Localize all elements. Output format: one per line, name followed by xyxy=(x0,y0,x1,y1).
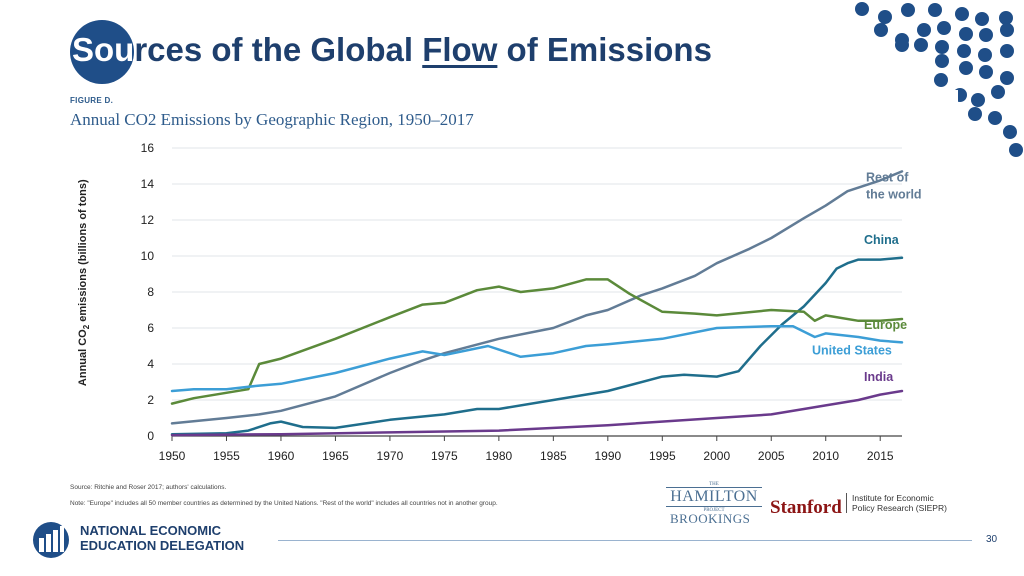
series-line xyxy=(170,256,904,436)
title-accent-circle xyxy=(70,20,134,84)
decorative-dot xyxy=(957,44,971,58)
decorative-dot xyxy=(935,54,949,68)
series-line xyxy=(170,278,904,405)
series-label: Europe xyxy=(864,318,907,332)
decorative-dot xyxy=(928,3,942,17)
series-label: the world xyxy=(866,187,922,201)
decorative-dot xyxy=(895,38,909,52)
decorative-dot xyxy=(968,107,982,121)
decorative-dot xyxy=(978,48,992,62)
y-tick-label: 2 xyxy=(147,393,154,407)
decorative-dot xyxy=(971,93,985,107)
x-tick-label: 2000 xyxy=(703,449,730,463)
figure-panel: 0 2 4 6 8 10 12 14 16 1950 1955 1960 1965 1970 1975 198… xyxy=(62,90,958,526)
decorative-dot xyxy=(979,28,993,42)
slide-title-part-1: Sou xyxy=(72,31,135,68)
y-tick-label: 4 xyxy=(147,357,154,371)
siepr-logo-text: Institute for Economic Policy Research (… xyxy=(846,493,947,513)
decorative-dot xyxy=(935,40,949,54)
x-tick-label: 2005 xyxy=(758,449,785,463)
x-tick-label: 2015 xyxy=(867,449,894,463)
series-label: Rest of xyxy=(866,170,909,184)
series-label: India xyxy=(864,370,894,384)
nee-line-1: NATIONAL ECONOMIC xyxy=(80,523,222,538)
x-tick-label: 1970 xyxy=(377,449,404,463)
brookings-logo: BROOKINGS xyxy=(670,511,751,526)
decorative-dot xyxy=(1000,44,1014,58)
x-tick-label: 1960 xyxy=(268,449,295,463)
decorative-dot xyxy=(959,61,973,75)
slide-title-part-3: Flow xyxy=(422,31,498,68)
nee-line-2: EDUCATION DELEGATION xyxy=(80,538,245,553)
decorative-dot xyxy=(934,73,948,87)
stanford-logo: Stanford xyxy=(770,497,842,518)
y-tick-label: 10 xyxy=(141,249,155,263)
figure-source: Source: Ritchie and Roser 2017; authors'… xyxy=(70,484,227,491)
decorative-dot xyxy=(979,65,993,79)
decorative-dot xyxy=(988,111,1002,125)
x-tick-label: 1990 xyxy=(594,449,621,463)
series-label: China xyxy=(864,233,900,247)
x-tick-label: 1955 xyxy=(213,449,240,463)
y-tick-label: 14 xyxy=(141,177,155,191)
hamilton-project-logo: THE HAMILTON PROJECT xyxy=(666,482,762,513)
series-line xyxy=(170,389,904,437)
decorative-dot xyxy=(991,85,1005,99)
x-tick-label: 1965 xyxy=(322,449,349,463)
y-tick-label: 6 xyxy=(147,321,154,335)
footer-divider xyxy=(278,540,972,541)
x-tick-label: 1975 xyxy=(431,449,458,463)
decorative-dot xyxy=(999,11,1013,25)
figure-note: Note: "Europe" includes all 50 member co… xyxy=(70,500,498,507)
slide-title-part-2: rces of the Global xyxy=(134,31,423,68)
x-tick-label: 1985 xyxy=(540,449,567,463)
decorative-dot xyxy=(855,2,869,16)
line-chart: 0 2 4 6 8 10 12 14 16 1950 1955 1960 1965 1970 1975 198… xyxy=(141,141,922,463)
y-tick-label: 12 xyxy=(141,213,155,227)
decorative-dot xyxy=(1000,23,1014,37)
chart-title: Annual CO2 Emissions by Geographic Regio… xyxy=(70,110,474,129)
nee-logo-icon xyxy=(33,522,69,558)
decorative-dot xyxy=(955,7,969,21)
nee-logo-text: NATIONAL ECONOMIC EDUCATION DELEGATION xyxy=(80,523,244,553)
figure-label: FIGURE D. xyxy=(70,96,114,105)
decorative-dot xyxy=(917,23,931,37)
series-line xyxy=(170,170,904,425)
y-tick-label: 16 xyxy=(141,141,155,155)
x-tick-label: 1980 xyxy=(486,449,513,463)
decorative-dot xyxy=(901,3,915,17)
decorative-dot xyxy=(1000,71,1014,85)
series-line xyxy=(170,324,904,393)
slide-title: Sources of the Global Flow of Emissions xyxy=(72,31,712,69)
decorative-dot xyxy=(874,23,888,37)
decorative-dot xyxy=(975,12,989,26)
decorative-dot xyxy=(914,38,928,52)
x-tick-label: 1950 xyxy=(159,449,186,463)
decorative-dot xyxy=(895,33,909,47)
page-number: 30 xyxy=(986,534,998,545)
y-axis-label: Annual CO2 emissions (billions of tons) xyxy=(76,179,92,387)
x-tick-label: 1995 xyxy=(649,449,676,463)
decorative-dot xyxy=(959,27,973,41)
decorative-dot xyxy=(878,10,892,24)
series-label: United States xyxy=(812,343,892,357)
x-tick-label: 2010 xyxy=(812,449,839,463)
slide-title-part-4: of Emissions xyxy=(497,31,712,68)
decorative-dot xyxy=(1009,143,1023,157)
y-tick-label: 8 xyxy=(147,285,154,299)
decorative-dot xyxy=(1003,125,1017,139)
decorative-dot xyxy=(937,21,951,35)
y-tick-label: 0 xyxy=(147,429,154,443)
